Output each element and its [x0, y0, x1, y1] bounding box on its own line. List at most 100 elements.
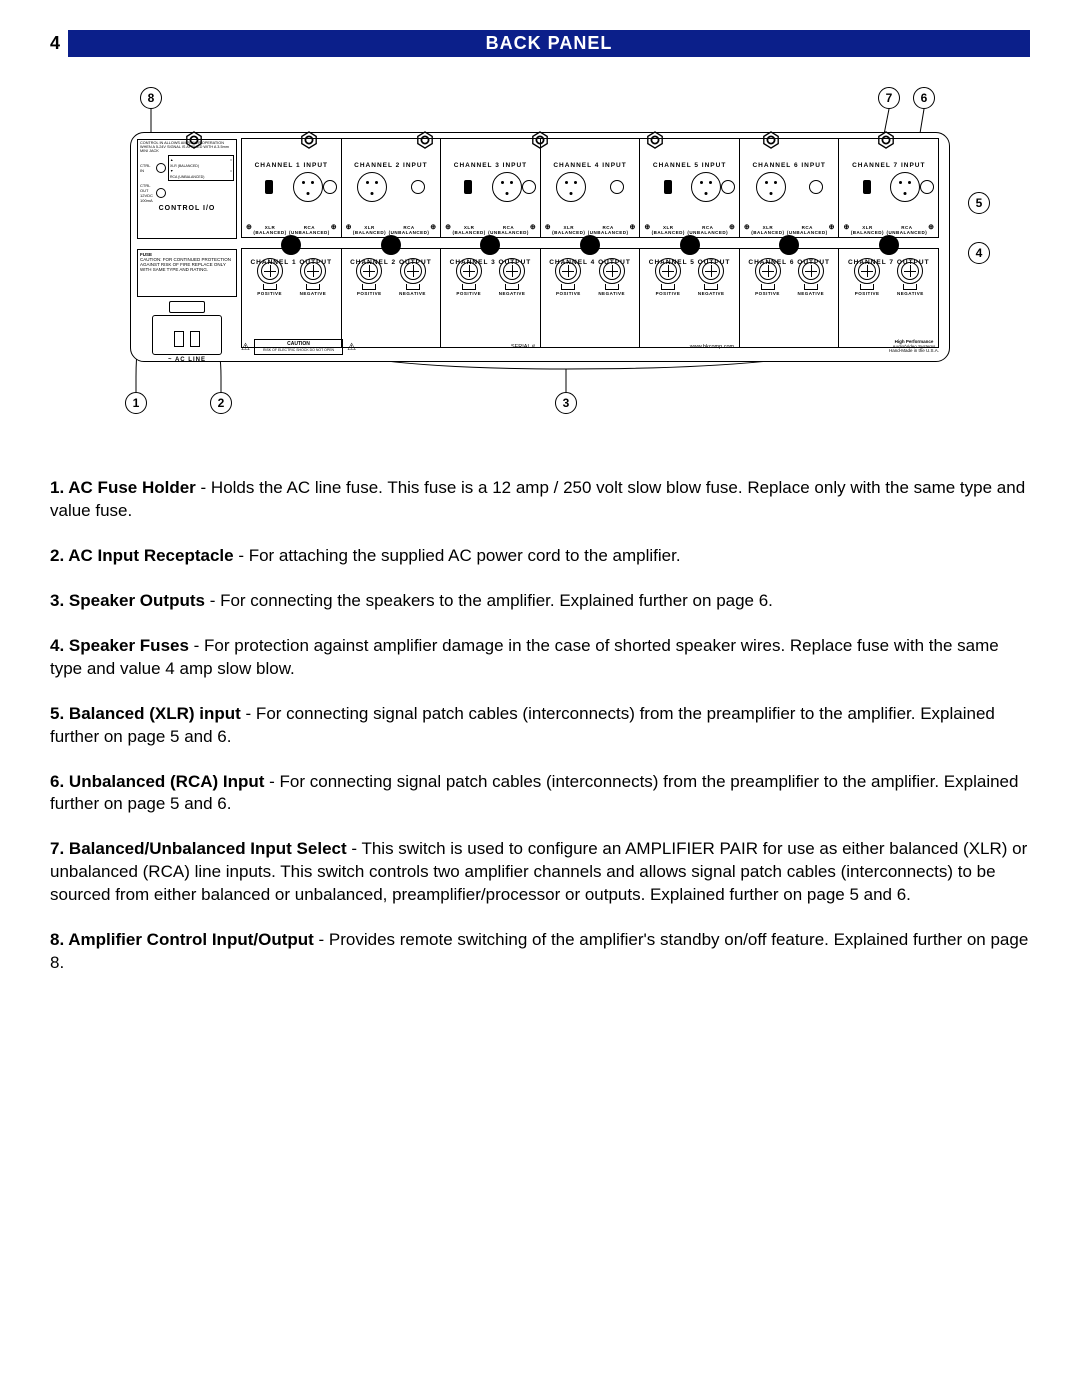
page-number: 4 — [50, 33, 60, 54]
ctrl-in-jack — [156, 163, 166, 173]
desc-item: 1. AC Fuse Holder - Holds the AC line fu… — [50, 477, 1030, 523]
brand-tagline: High Performance Audio/Video Systems Han… — [889, 340, 939, 354]
screw-icon — [530, 225, 536, 231]
desc-item: 6. Unbalanced (RCA) Input - For connecti… — [50, 771, 1030, 817]
xlr-input — [556, 172, 586, 202]
ac-line-label: ~ AC LINE — [137, 357, 237, 363]
channel-title: CHANNEL 1 INPUT — [242, 162, 341, 169]
xlr-input — [890, 172, 920, 202]
input-channel: CHANNEL 3 INPUT XLR (BALANCED)RCA (UNBAL… — [440, 138, 540, 238]
ctrl-out-jack — [156, 188, 166, 198]
page-title: BACK PANEL — [68, 30, 1030, 57]
channel-title: CHANNEL 3 INPUT — [441, 162, 540, 169]
ctrl-note: CONTROL IN ALLOWS AMPLIFIER OPERATION WH… — [140, 142, 234, 153]
output-channel: CHANNEL 7 OUTPUT POSITIVE NEGATIVE — [838, 248, 939, 348]
rca-input — [809, 180, 823, 194]
speaker-fuse — [281, 235, 301, 255]
speaker-fuse — [680, 235, 700, 255]
channel-title: CHANNEL 2 INPUT — [342, 162, 441, 169]
desc-item: 2. AC Input Receptacle - For attaching t… — [50, 545, 1030, 568]
terminal-positive: POSITIVE — [355, 258, 383, 296]
descriptions: 1. AC Fuse Holder - Holds the AC line fu… — [50, 477, 1030, 975]
channel-title: CHANNEL 6 INPUT — [740, 162, 839, 169]
input-select-switch — [265, 180, 273, 194]
channel-title: CHANNEL 5 INPUT — [640, 162, 739, 169]
rca-input — [323, 180, 337, 194]
input-channel: CHANNEL 7 INPUT XLR (BALANCED)RCA (UNBAL… — [838, 138, 939, 238]
xlr-input — [756, 172, 786, 202]
rca-input — [610, 180, 624, 194]
desc-item: 7. Balanced/Unbalanced Input Select - Th… — [50, 838, 1030, 907]
speaker-fuse — [381, 235, 401, 255]
speaker-fuse — [879, 235, 899, 255]
screw-icon — [729, 225, 735, 231]
rca-input — [920, 180, 934, 194]
terminal-positive: POSITIVE — [853, 258, 881, 296]
output-channels-row: CHANNEL 1 OUTPUT POSITIVE NEGATIVE CHANN… — [241, 248, 939, 348]
terminal-positive: POSITIVE — [554, 258, 582, 296]
output-channel: CHANNEL 5 OUTPUT POSITIVE NEGATIVE — [639, 248, 739, 348]
website-label: www.bkcomp.com — [690, 344, 734, 350]
terminal-positive: POSITIVE — [754, 258, 782, 296]
rca-input — [522, 180, 536, 194]
desc-item: 5. Balanced (XLR) input - For connecting… — [50, 703, 1030, 749]
header-row: 4 BACK PANEL — [50, 30, 1030, 57]
input-channel: CHANNEL 1 INPUT XLR (BALANCED)RCA (UNBAL… — [241, 138, 341, 238]
input-channels-row: CHANNEL 1 INPUT XLR (BALANCED)RCA (UNBAL… — [241, 138, 939, 238]
xlr-input — [293, 172, 323, 202]
channel-title: CHANNEL 4 INPUT — [541, 162, 640, 169]
amplifier-panel: CONTROL IN ALLOWS AMPLIFIER OPERATION WH… — [130, 132, 950, 362]
input-channel: CHANNEL 6 INPUT XLR (BALANCED)RCA (UNBAL… — [739, 138, 839, 238]
output-channel: CHANNEL 2 OUTPUT POSITIVE NEGATIVE — [341, 248, 441, 348]
input-channel: CHANNEL 4 INPUT XLR (BALANCED)RCA (UNBAL… — [540, 138, 640, 238]
terminal-negative: NEGATIVE — [697, 258, 725, 296]
ac-block: ~ AC LINE — [137, 301, 237, 356]
speaker-fuse — [779, 235, 799, 255]
ac-fuse-holder — [169, 301, 205, 313]
rca-unbal-label: RCA (UNBALANCED) — [170, 175, 232, 179]
desc-item: 3. Speaker Outputs - For connecting the … — [50, 590, 1030, 613]
ctrl-out-label: CTRL OUT 12VDC 100mA — [140, 183, 154, 203]
bottom-info-strip: ⚠ CAUTION RISK OF ELECTRIC SHOCK DO NOT … — [241, 339, 939, 355]
warning-triangle-icon: ⚠ — [347, 342, 356, 353]
terminal-negative: NEGATIVE — [896, 258, 924, 296]
warning-triangle-icon: ⚠ — [241, 342, 250, 353]
speaker-fuse — [480, 235, 500, 255]
output-channel: CHANNEL 1 OUTPUT POSITIVE NEGATIVE — [241, 248, 341, 348]
xlr-input — [691, 172, 721, 202]
input-select-switch — [863, 180, 871, 194]
ac-pin — [190, 331, 200, 347]
callout-4: 4 — [968, 242, 990, 264]
screw-icon — [928, 225, 934, 231]
rca-input — [721, 180, 735, 194]
back-panel-diagram: 8 7 6 5 4 1 2 3 CONTROL IN ALLOWS AM — [110, 87, 970, 437]
terminal-positive: POSITIVE — [455, 258, 483, 296]
output-channel: CHANNEL 6 OUTPUT POSITIVE NEGATIVE — [739, 248, 839, 348]
callout-5: 5 — [968, 192, 990, 214]
serial-label: SERIAL # — [511, 344, 535, 350]
terminal-negative: NEGATIVE — [498, 258, 526, 296]
terminal-negative: NEGATIVE — [399, 258, 427, 296]
terminal-negative: NEGATIVE — [299, 258, 327, 296]
xlr-input — [357, 172, 387, 202]
screw-icon — [430, 225, 436, 231]
input-select-switch — [664, 180, 672, 194]
input-channel: CHANNEL 5 INPUT XLR (BALANCED)RCA (UNBAL… — [639, 138, 739, 238]
desc-item: 4. Speaker Fuses - For protection agains… — [50, 635, 1030, 681]
control-io-title: CONTROL I/O — [140, 205, 234, 212]
fuse-note: CAUTION: FOR CONTINUED PROTECTION AGAINS… — [140, 257, 231, 272]
output-channel: CHANNEL 4 OUTPUT POSITIVE NEGATIVE — [540, 248, 640, 348]
input-channel: CHANNEL 2 INPUT XLR (BALANCED)RCA (UNBAL… — [341, 138, 441, 238]
screw-icon — [331, 225, 337, 231]
terminal-negative: NEGATIVE — [598, 258, 626, 296]
ac-input-receptacle — [152, 315, 222, 355]
speaker-fuse — [580, 235, 600, 255]
desc-item: 8. Amplifier Control Input/Output - Prov… — [50, 929, 1030, 975]
rca-input — [411, 180, 425, 194]
caution-box: CAUTION RISK OF ELECTRIC SHOCK DO NOT OP… — [254, 339, 343, 355]
ac-pin — [174, 331, 184, 347]
control-io-block: CONTROL IN ALLOWS AMPLIFIER OPERATION WH… — [137, 139, 237, 239]
output-channel: CHANNEL 3 OUTPUT POSITIVE NEGATIVE — [440, 248, 540, 348]
terminal-negative: NEGATIVE — [797, 258, 825, 296]
input-select-switch — [464, 180, 472, 194]
